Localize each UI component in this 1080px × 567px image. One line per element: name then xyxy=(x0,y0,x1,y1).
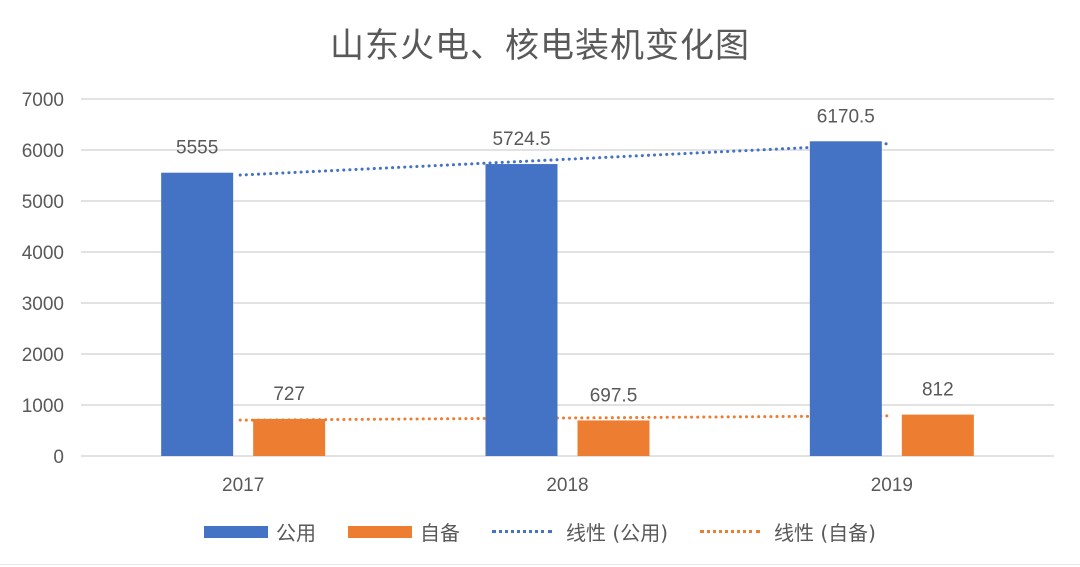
chart-title: 山东火电、核电装机变化图 xyxy=(330,26,750,66)
data-label: 812 xyxy=(922,380,954,401)
bar[interactable] xyxy=(901,414,974,456)
legend-item-trend-self[interactable]: 线性 (自备) xyxy=(700,517,876,546)
trendline xyxy=(238,142,891,177)
bars xyxy=(161,141,974,456)
legend-dotted-line-public xyxy=(492,530,553,533)
legend-item-self[interactable]: 自备 xyxy=(348,517,460,546)
legend-swatch-public xyxy=(204,525,269,538)
x-tick-label: 2018 xyxy=(546,475,588,496)
y-tick-label: 3000 xyxy=(22,294,64,315)
legend-label: 自备 xyxy=(420,521,461,545)
data-label: 727 xyxy=(273,384,305,405)
bar[interactable] xyxy=(577,420,650,456)
data-label: 697.5 xyxy=(590,385,638,406)
legend-label: 线性 (公用) xyxy=(566,521,668,545)
legend-dotted-line-self xyxy=(700,530,760,533)
legend-label: 线性 (自备) xyxy=(774,521,876,545)
y-tick-label: 2000 xyxy=(22,345,64,366)
legend-label: 公用 xyxy=(276,521,317,545)
y-tick-label: 7000 xyxy=(22,90,64,111)
y-axis: 0 1000 2000 3000 4000 5000 6000 7000 xyxy=(22,90,64,468)
bar-chart: 0 1000 2000 3000 4000 5000 6000 7000 5555 727 572… xyxy=(22,90,1054,496)
legend-item-trend-public[interactable]: 线性 (公用) xyxy=(492,517,668,546)
x-axis: 2017 2018 2019 xyxy=(222,475,913,496)
frame-border xyxy=(0,564,1080,565)
y-tick-label: 6000 xyxy=(22,141,64,162)
bar[interactable] xyxy=(485,164,558,456)
gridlines xyxy=(81,98,1054,457)
data-labels: 5555 727 5724.5 697.5 6170.5 812 xyxy=(176,106,954,406)
trendlines xyxy=(238,142,891,422)
legend-item-public[interactable]: 公用 xyxy=(204,517,316,546)
y-tick-label: 5000 xyxy=(22,192,64,213)
y-tick-label: 1000 xyxy=(22,396,64,417)
x-tick-label: 2019 xyxy=(871,475,913,496)
y-tick-label: 0 xyxy=(53,447,64,468)
y-tick-label: 4000 xyxy=(22,243,64,264)
data-label: 5724.5 xyxy=(492,129,550,150)
bar[interactable] xyxy=(161,172,234,456)
trendline xyxy=(238,414,891,422)
legend-swatch-self xyxy=(348,525,413,538)
data-label: 5555 xyxy=(176,138,218,159)
legend: 公用 自备 线性 (公用) 线性 (自备) xyxy=(0,517,1080,546)
x-tick-label: 2017 xyxy=(222,475,264,496)
data-label: 6170.5 xyxy=(817,106,875,127)
bar[interactable] xyxy=(809,141,882,456)
bar[interactable] xyxy=(253,418,326,456)
